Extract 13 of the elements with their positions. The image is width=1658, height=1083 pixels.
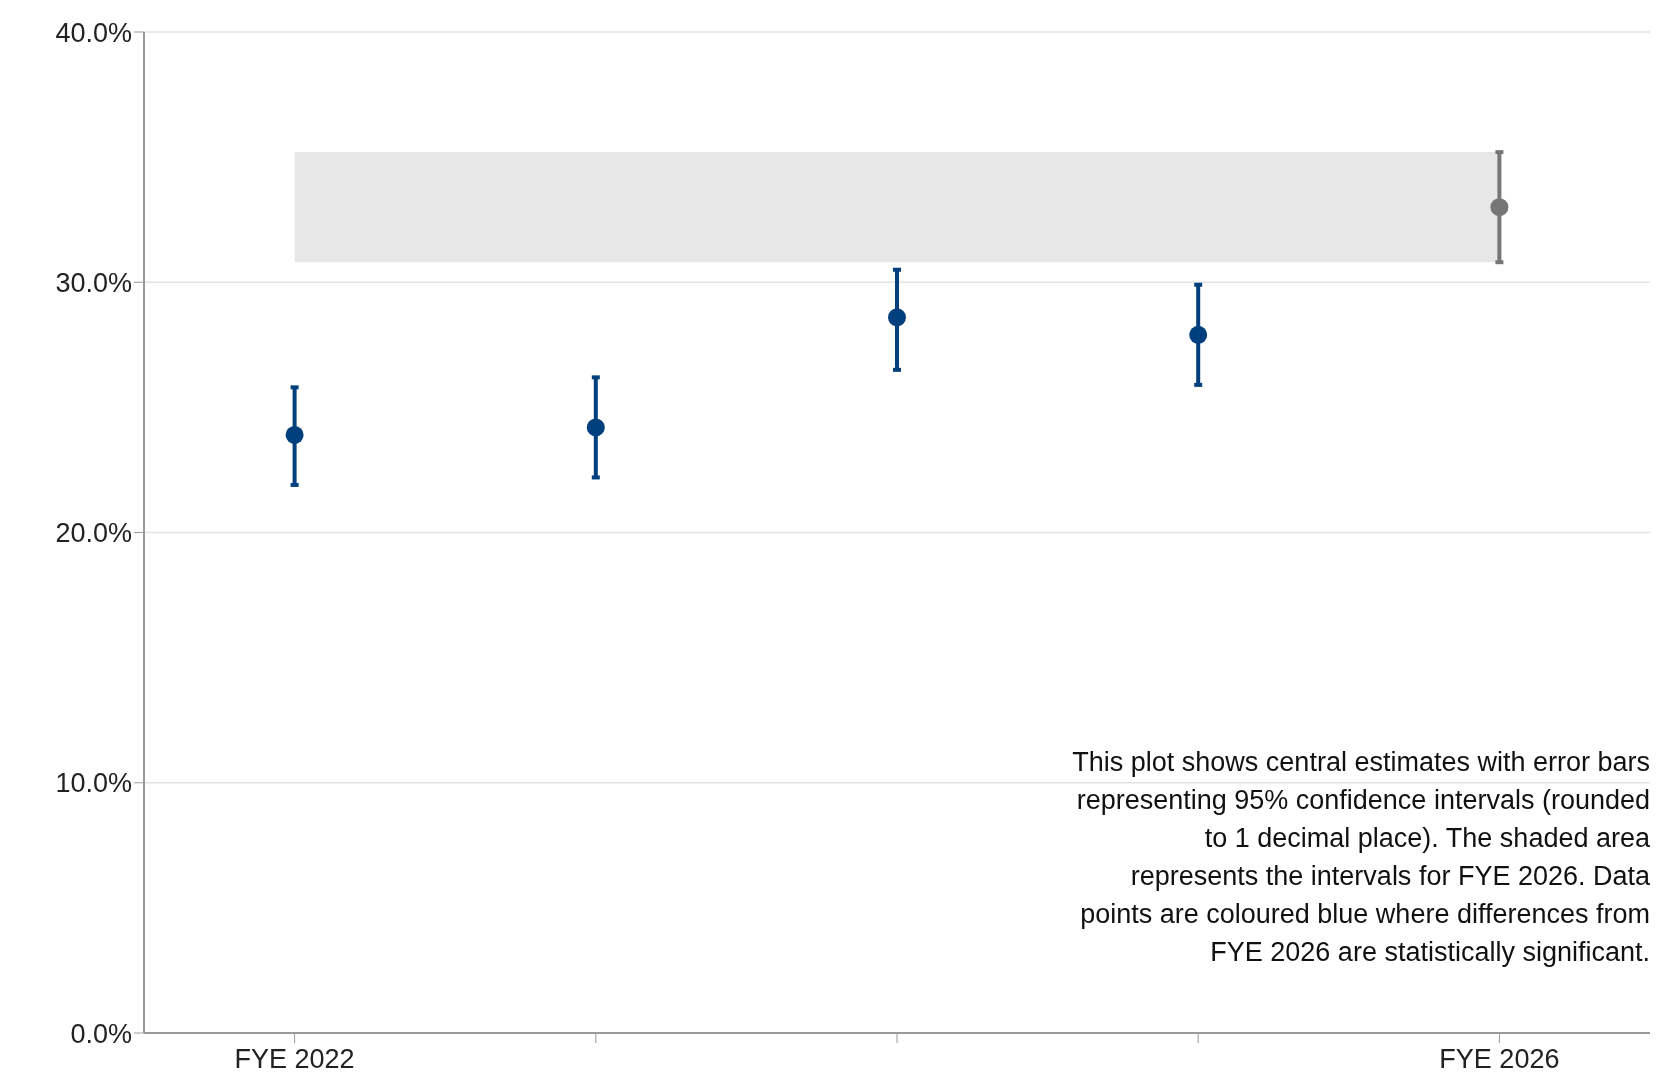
annotation: This plot shows central estimates with error bars representing 95% confidence intervals (rounded to 1 decimal place). The shaded area represents the intervals for FYE 2026. Data points are coloured blue where differences from FYE 2026 are statistically significant. (1071, 746, 1650, 969)
x-tick-label: FYE 2026 (1439, 1044, 1560, 1075)
point (1490, 198, 1509, 217)
y-tick-label: 20.0% (55, 518, 132, 549)
x-tick-label: FYE 2022 (234, 1044, 355, 1075)
point (285, 425, 304, 444)
point (1189, 325, 1208, 344)
y-tick-label: 0.0% (70, 1018, 132, 1049)
point (888, 308, 906, 327)
y-tick-label: 40.0% (55, 17, 132, 48)
y-tick-label: 30.0% (55, 267, 132, 298)
y-tick-label: 10.0% (55, 768, 132, 799)
point (586, 418, 605, 437)
